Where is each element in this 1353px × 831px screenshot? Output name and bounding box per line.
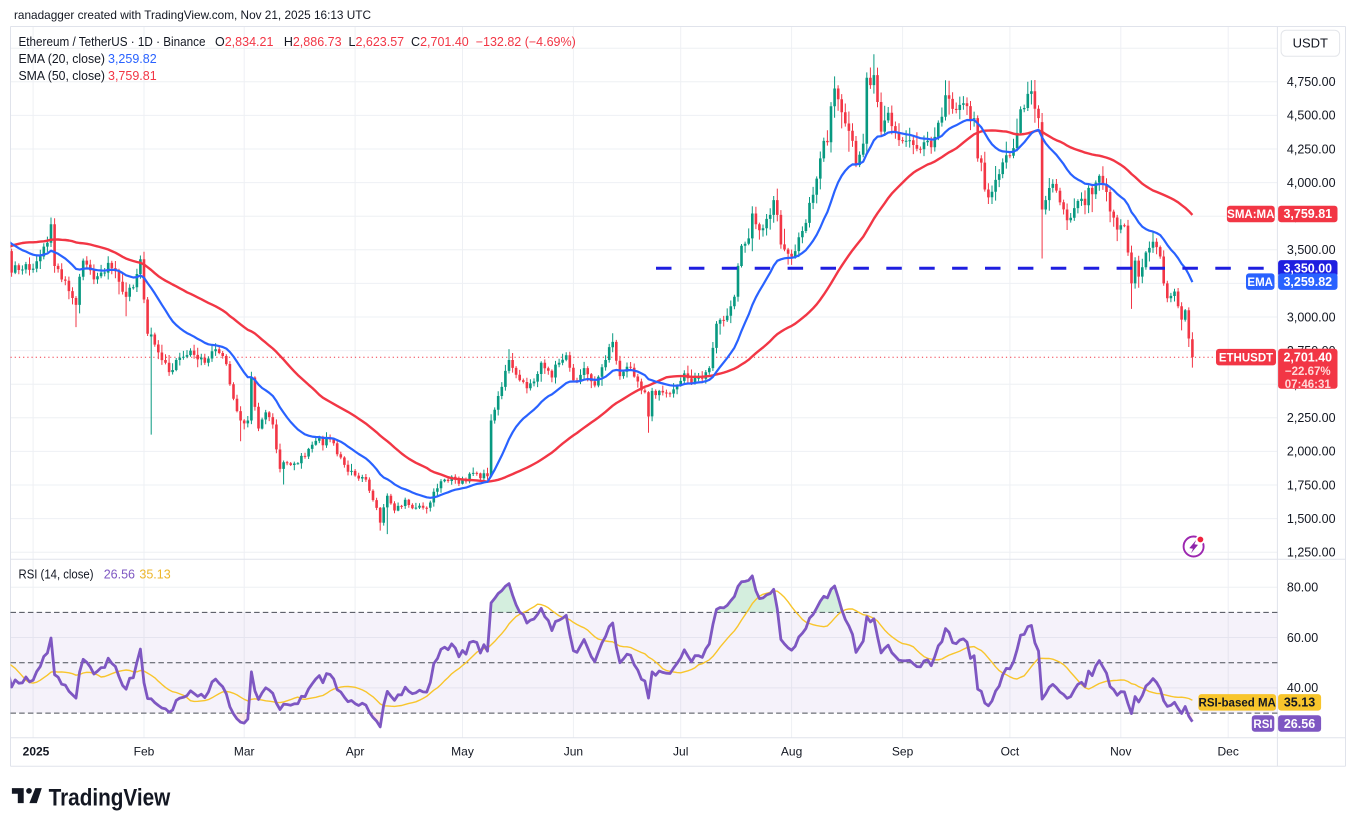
svg-text:60.00: 60.00 <box>1287 631 1318 645</box>
svg-text:26.56: 26.56 <box>104 568 135 582</box>
svg-text:ETHUSDT: ETHUSDT <box>1219 353 1273 365</box>
svg-text:26.56: 26.56 <box>1284 717 1315 731</box>
svg-text:Nov: Nov <box>1110 745 1131 759</box>
svg-text:2,701.40: 2,701.40 <box>1283 351 1332 365</box>
svg-text:O2,834.21 H2,886.73 L2,623.: O2,834.21 H2,886.73 L2,623.57 C2,701.40 … <box>215 35 576 49</box>
svg-text:May: May <box>451 745 474 759</box>
svg-text:EMA (20, close): EMA (20, close) <box>19 52 106 66</box>
svg-text:−22.67%: −22.67% <box>1285 366 1331 378</box>
svg-text:Aug: Aug <box>781 745 802 759</box>
svg-text:SMA:MA: SMA:MA <box>1227 209 1274 221</box>
svg-text:1,500.00: 1,500.00 <box>1287 512 1336 526</box>
svg-text:3,500.00: 3,500.00 <box>1287 243 1336 257</box>
svg-text:USDT: USDT <box>1293 36 1328 51</box>
svg-text:Oct: Oct <box>1001 745 1020 759</box>
svg-text:Feb: Feb <box>134 745 155 759</box>
svg-text:2,250.00: 2,250.00 <box>1287 411 1336 425</box>
svg-text:3,259.82: 3,259.82 <box>108 52 157 66</box>
svg-text:4,500.00: 4,500.00 <box>1287 109 1336 123</box>
svg-text:Ethereum / TetherUS · 1D · Bin: Ethereum / TetherUS · 1D · Binance <box>19 34 206 49</box>
svg-text:4,000.00: 4,000.00 <box>1287 176 1336 190</box>
svg-text:Sep: Sep <box>892 745 914 759</box>
svg-text:80.00: 80.00 <box>1287 581 1318 595</box>
svg-text:3,000.00: 3,000.00 <box>1287 310 1336 324</box>
svg-text:35.13: 35.13 <box>139 568 170 582</box>
svg-text:Jul: Jul <box>673 745 688 759</box>
svg-text:4,750.00: 4,750.00 <box>1287 75 1336 89</box>
svg-text:1,750.00: 1,750.00 <box>1287 478 1336 492</box>
svg-text:07:46:31: 07:46:31 <box>1285 379 1332 391</box>
svg-text:Apr: Apr <box>346 745 365 759</box>
svg-text:35.13: 35.13 <box>1284 696 1315 710</box>
svg-text:EMA: EMA <box>1247 277 1273 289</box>
svg-text:SMA (50, close): SMA (50, close) <box>19 69 106 83</box>
svg-text:3,350.00: 3,350.00 <box>1283 262 1332 276</box>
svg-text:ranadagger created with Tradin: ranadagger created with TradingView.com,… <box>14 8 371 22</box>
svg-text:Mar: Mar <box>234 745 255 759</box>
svg-text:RSI: RSI <box>1253 719 1272 731</box>
svg-text:1,250.00: 1,250.00 <box>1287 546 1336 560</box>
svg-text:4,250.00: 4,250.00 <box>1287 142 1336 156</box>
svg-text:2,000.00: 2,000.00 <box>1287 445 1336 459</box>
svg-text:TradingView: TradingView <box>49 784 171 811</box>
svg-text:3,759.81: 3,759.81 <box>108 69 157 83</box>
svg-text:40.00: 40.00 <box>1287 681 1318 695</box>
svg-text:RSI-based MA: RSI-based MA <box>1199 698 1276 710</box>
svg-text:Dec: Dec <box>1218 745 1239 759</box>
svg-text:2025: 2025 <box>23 745 50 759</box>
svg-text:3,259.82: 3,259.82 <box>1283 275 1332 289</box>
svg-text:Jun: Jun <box>564 745 583 759</box>
svg-text:3,759.81: 3,759.81 <box>1283 207 1332 221</box>
svg-text:RSI (14, close): RSI (14, close) <box>19 568 94 582</box>
